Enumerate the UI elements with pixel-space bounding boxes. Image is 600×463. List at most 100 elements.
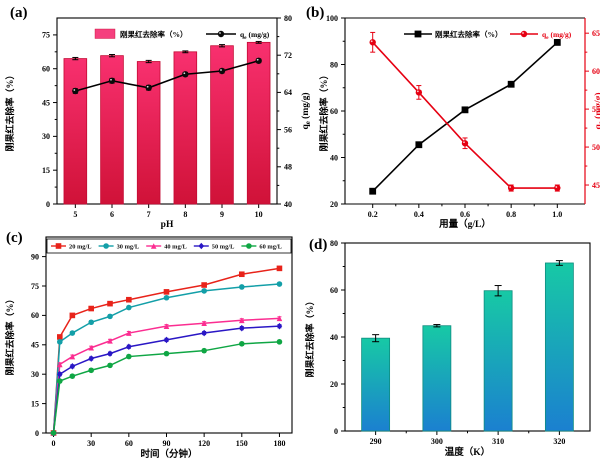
panel-a: (a) 0 15 30 45 60 75 40 48 56 64 72 80 5 6 7 8 9 10 pH 刚果红去… [0,0,312,231]
series-removal-rate [369,39,561,195]
svg-text:10: 10 [255,210,263,219]
svg-text:5: 5 [73,210,77,219]
svg-text:30: 30 [87,439,95,448]
svg-text:30: 30 [31,370,39,379]
svg-text:50: 50 [592,143,600,152]
svg-text:75: 75 [31,282,39,291]
svg-text:刚果红去除率（%）: 刚果红去除率（%） [4,294,15,375]
svg-text:0.2: 0.2 [368,210,378,219]
axes: 0 15 30 45 60 75 90 0 30 60 90 120 150 180 时间（分钟） 刚果红去除… [4,236,293,460]
axes: 0 20 40 60 80 290 300 310 320 温度（K） 刚果红去除率（%） [304,239,591,458]
panel-c: (c) 0 15 30 45 60 75 90 0 30 60 90 120 150 180 时间（分钟）刚… [0,228,300,463]
panel-b-chart: 20 40 60 80 100 45 50 55 60 65 0.2 0.4 0.6 0.8 1.0 用量（g… [318,14,600,230]
svg-text:6: 6 [110,210,114,219]
svg-text:0.8: 0.8 [506,210,516,219]
svg-text:60: 60 [330,286,338,295]
svg-text:pH: pH [161,220,174,230]
series-50mg/L [50,322,283,437]
series-40mg/L [50,315,283,436]
svg-text:65: 65 [592,29,600,38]
panel-b: (b) 20 40 60 80 100 45 50 55 60 65 0.2 0.4 0.6 0.8 1.0… [300,0,600,231]
legend: 刚果红去除率（%） qe (mg/g) [404,29,572,41]
svg-text:55: 55 [592,105,600,114]
svg-text:45: 45 [42,98,50,107]
svg-text:64: 64 [284,88,292,97]
series-60mg/L [50,339,283,436]
panel-d: (d) 0 20 40 60 80 290 300 310 320 温度（K） 刚果红去除率（%） [300,228,600,463]
bars-temperature [361,260,574,432]
svg-text:40 mg/L: 40 mg/L [164,244,187,251]
svg-text:310: 310 [492,437,504,446]
series-30mg/L [50,281,283,436]
svg-text:60: 60 [592,67,600,76]
svg-text:180: 180 [273,439,285,448]
panel-d-chart: 0 20 40 60 80 290 300 310 320 温度（K） 刚果红去除率（%） [304,239,591,458]
svg-text:20: 20 [330,200,338,209]
svg-text:刚果红去除率（%）: 刚果红去除率（%） [435,29,503,39]
svg-text:0.6: 0.6 [460,210,470,219]
svg-text:60 mg/L: 60 mg/L [259,244,282,251]
svg-text:40: 40 [330,333,338,342]
legend: 刚果红去除率（%） qe (mg/g) [94,28,270,41]
svg-text:45: 45 [31,341,39,350]
svg-text:qe (mg/g): qe (mg/g) [542,30,572,41]
svg-text:120: 120 [198,439,210,448]
svg-text:290: 290 [370,437,382,446]
svg-text:320: 320 [553,437,565,446]
series-qe [369,31,561,192]
svg-text:0.4: 0.4 [414,210,424,219]
bars-removal-rate [63,40,271,205]
svg-text:15: 15 [42,166,50,175]
svg-text:100: 100 [326,14,338,23]
svg-text:48: 48 [284,163,292,172]
svg-text:40: 40 [330,153,338,162]
svg-text:用量（g/L）: 用量（g/L） [438,218,491,230]
svg-text:60: 60 [31,311,39,320]
svg-text:qe (mg/g): qe (mg/g) [300,92,312,129]
svg-text:30 mg/L: 30 mg/L [117,244,140,251]
svg-text:qe (mg/g): qe (mg/g) [240,30,270,41]
svg-text:刚果红去除率（%）: 刚果红去除率（%） [304,296,315,377]
panel-c-chart: 0 15 30 45 60 75 90 0 30 60 90 120 150 180 时间（分钟） 刚果红去除… [4,236,293,460]
svg-text:20 mg/L: 20 mg/L [69,244,92,251]
svg-text:80: 80 [330,239,338,248]
svg-text:90: 90 [31,252,39,261]
svg-text:300: 300 [431,437,443,446]
svg-text:40: 40 [284,200,292,209]
svg-text:56: 56 [284,125,292,134]
svg-text:30: 30 [42,132,50,141]
svg-text:60: 60 [42,65,50,74]
svg-text:刚果红去除率（%）: 刚果红去除率（%） [4,70,15,151]
svg-text:9: 9 [220,210,224,219]
legend: 20 mg/L 30 mg/L 40 mg/L 50 mg/L 60 mg/L [46,238,292,254]
svg-text:0: 0 [334,427,338,436]
svg-text:60: 60 [330,107,338,116]
svg-text:温度（K）: 温度（K） [445,446,490,458]
svg-text:0: 0 [35,429,39,438]
svg-text:时间（分钟）: 时间（分钟） [140,448,197,460]
svg-text:50 mg/L: 50 mg/L [212,244,235,251]
svg-text:1.0: 1.0 [552,210,562,219]
svg-text:45: 45 [592,181,600,190]
svg-text:80: 80 [284,14,292,23]
svg-text:qe (mg/g): qe (mg/g) [593,92,600,129]
svg-text:75: 75 [42,31,50,40]
svg-text:150: 150 [236,439,248,448]
qe-line [72,57,262,95]
svg-text:90: 90 [162,439,170,448]
svg-text:72: 72 [284,51,292,60]
svg-text:7: 7 [147,210,151,219]
axes: 20 40 60 80 100 45 50 55 60 65 0.2 0.4 0.6 0.8 1.0 用量（g… [318,14,600,230]
series-20mg/L [50,265,283,436]
svg-text:0: 0 [52,439,56,448]
svg-text:刚果红去除率（%）: 刚果红去除率（%） [318,70,329,151]
svg-text:8: 8 [183,210,187,219]
svg-text:0: 0 [46,200,50,209]
svg-text:刚果红去除率（%）: 刚果红去除率（%） [120,29,188,39]
svg-text:80: 80 [330,60,338,69]
svg-text:15: 15 [31,399,39,408]
svg-text:20: 20 [330,380,338,389]
